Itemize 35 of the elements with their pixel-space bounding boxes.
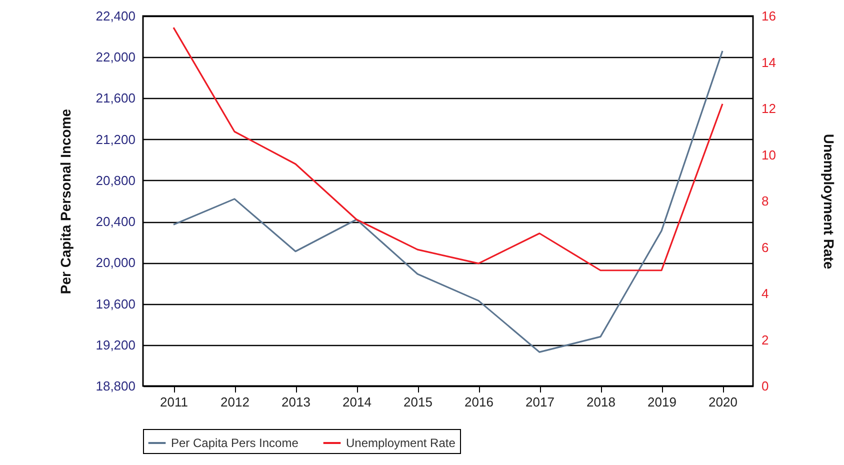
y2-tick-label: 16 <box>762 8 776 24</box>
x-tick-label: 2016 <box>464 394 494 410</box>
x-tick-label: 2020 <box>708 394 738 410</box>
x-tick-label: 2013 <box>282 394 310 410</box>
y2-tick-label: 6 <box>762 240 769 255</box>
y-tick-label: 20,400 <box>96 214 136 230</box>
x-tick-label: 2017 <box>526 394 554 410</box>
x-tick-label: 2014 <box>342 394 372 410</box>
line-series <box>172 50 724 353</box>
x-tick-label: 2015 <box>404 394 432 410</box>
y-tick-label: 21,200 <box>96 132 136 147</box>
y-tick-label: 19,600 <box>96 296 136 312</box>
x-tick-label: 2018 <box>586 394 616 410</box>
x-tick-label: 2019 <box>648 394 676 410</box>
y2-tick-label: 2 <box>762 332 769 348</box>
y-tick-label: 20,000 <box>96 255 136 270</box>
y-axis-title: Per Capita Personal Income <box>58 108 74 294</box>
y-tick-label: 22,400 <box>96 8 136 24</box>
y2-tick-label: 0 <box>762 378 769 394</box>
y2-tick-label: 4 <box>762 286 769 301</box>
y-tick-label: 19,200 <box>96 337 136 352</box>
x-tick-label: 2012 <box>220 394 250 410</box>
y2-tick-label: 14 <box>762 54 776 70</box>
y2-tick-label: 10 <box>762 147 776 162</box>
y-tick-label: 20,800 <box>96 172 136 188</box>
y2-tick-label: 12 <box>762 101 776 116</box>
legend-label: Per Capita Pers Income <box>171 436 299 450</box>
y-tick-label: 18,800 <box>96 378 136 394</box>
line-series <box>172 26 724 272</box>
y-tick-label: 22,000 <box>96 50 136 65</box>
y2-axis-title: Unemployment Rate <box>820 134 837 270</box>
x-tick-label: 2011 <box>160 394 188 410</box>
y-tick-label: 21,600 <box>96 90 136 106</box>
legend-label: Unemployment Rate <box>346 436 456 450</box>
y2-tick-label: 8 <box>762 194 769 208</box>
